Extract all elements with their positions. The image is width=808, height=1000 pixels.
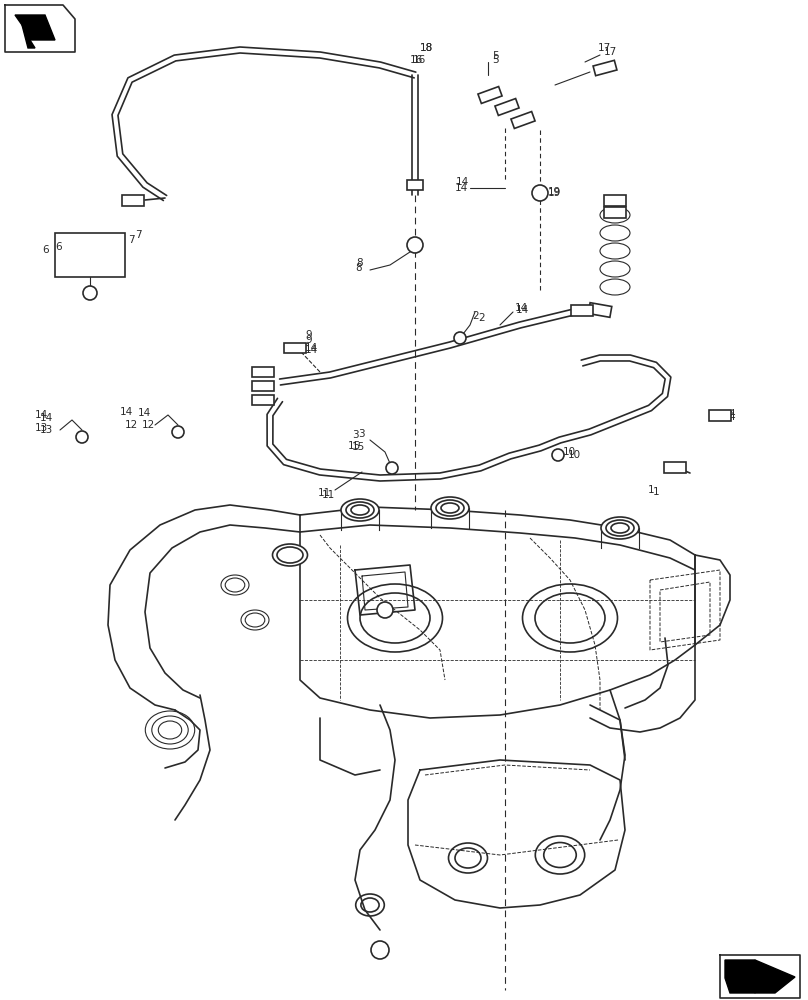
Ellipse shape [601,517,639,539]
Ellipse shape [277,547,303,563]
Text: 7: 7 [128,235,135,245]
Polygon shape [15,15,55,40]
Circle shape [83,286,97,300]
Text: 7: 7 [135,230,141,240]
Text: 14: 14 [515,303,528,313]
Text: 14: 14 [456,177,469,187]
Text: 14: 14 [455,183,469,193]
Circle shape [386,462,398,474]
Polygon shape [725,960,755,993]
Polygon shape [22,25,35,48]
Text: 6: 6 [55,242,61,252]
Text: 17: 17 [604,47,617,57]
Ellipse shape [341,499,379,521]
Bar [604,207,626,218]
Text: 11: 11 [322,490,335,500]
Text: 3: 3 [352,430,359,440]
Circle shape [407,237,423,253]
Text: 12: 12 [142,420,155,430]
Text: 14: 14 [40,413,53,423]
Text: 4: 4 [728,412,734,422]
Polygon shape [5,5,75,52]
Text: 15: 15 [348,441,361,451]
Polygon shape [755,960,795,993]
Text: 3: 3 [358,429,364,439]
Bar [407,180,423,190]
Text: 14: 14 [138,408,151,418]
Circle shape [371,941,389,959]
Text: 14: 14 [305,345,318,355]
Text: 10: 10 [563,447,576,457]
Text: 1: 1 [653,487,659,497]
Text: 8: 8 [356,258,363,268]
Text: 10: 10 [568,450,581,460]
Text: 14: 14 [120,407,133,417]
Text: 16: 16 [413,55,427,65]
Bar [478,87,502,103]
Bar [252,367,274,377]
Bar [571,304,593,316]
Bar [588,303,612,317]
Text: 5: 5 [492,51,499,61]
Text: 2: 2 [472,311,478,321]
Bar [664,462,686,473]
Bar [252,395,274,405]
Text: 14: 14 [516,305,529,315]
Circle shape [172,426,184,438]
Bar [593,60,617,76]
Text: 8: 8 [355,263,362,273]
Text: 18: 18 [420,43,433,53]
Text: 19: 19 [548,187,562,197]
Bar [122,194,144,206]
Text: 16: 16 [410,55,423,65]
Ellipse shape [351,505,369,515]
Text: 5: 5 [492,55,499,65]
Text: 11: 11 [318,488,331,498]
Text: 6: 6 [42,245,48,255]
Ellipse shape [441,503,459,513]
Ellipse shape [436,500,464,516]
Circle shape [76,431,88,443]
Polygon shape [720,955,800,998]
Text: 14: 14 [35,410,48,420]
Text: 4: 4 [728,409,734,419]
Text: 15: 15 [352,442,365,452]
Text: 9: 9 [305,335,312,345]
Ellipse shape [431,497,469,519]
Ellipse shape [611,523,629,533]
Text: 13: 13 [35,423,48,433]
Bar [511,112,535,128]
Ellipse shape [346,502,374,518]
Bar [252,381,274,391]
Ellipse shape [272,544,308,566]
Text: 2: 2 [478,313,485,323]
Bar [495,99,519,115]
Bar [709,410,731,420]
Ellipse shape [606,520,634,536]
Bar [284,343,306,353]
Text: 18: 18 [420,43,433,53]
Bar [55,233,125,277]
Bar [604,194,626,206]
Text: 13: 13 [40,425,53,435]
Text: 14: 14 [305,343,318,353]
Circle shape [377,602,393,618]
Circle shape [552,449,564,461]
Circle shape [454,332,466,344]
Circle shape [532,185,548,201]
Text: 1: 1 [648,485,654,495]
Text: 17: 17 [598,43,611,53]
Text: 19: 19 [548,188,562,198]
Text: 12: 12 [125,420,138,430]
Text: 9: 9 [305,330,312,340]
